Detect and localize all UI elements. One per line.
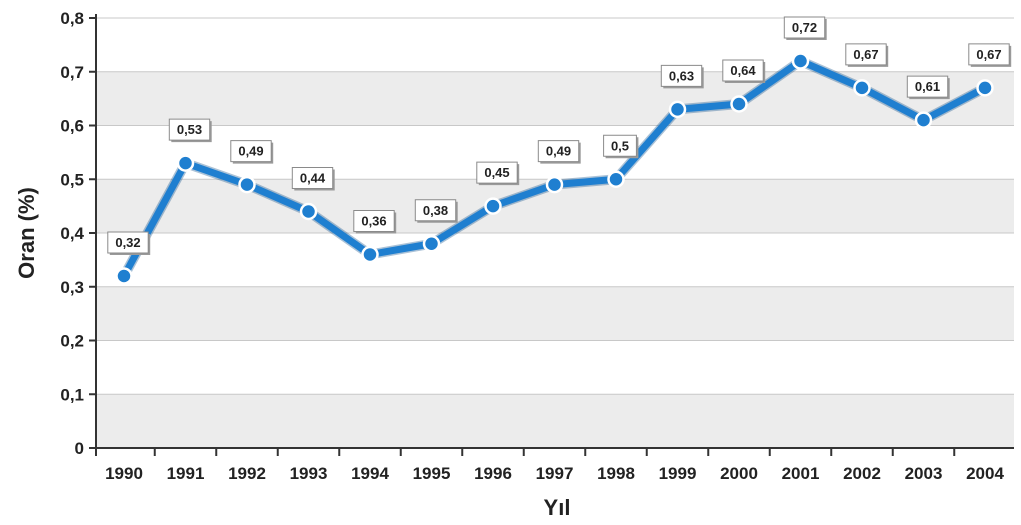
y-tick-label: 0,8 [60, 9, 84, 28]
y-axis-tick-labels: 0 0,1 0,2 0,3 0,4 0,5 0,6 0,7 0,8 [60, 9, 84, 458]
data-label-box [168, 118, 211, 141]
x-axis-tick-labels: 1990 1991 1992 1993 1994 1995 1996 1997 1998 1999… [105, 464, 1004, 483]
y-tick-label: 0 [75, 439, 84, 458]
data-point [361, 245, 379, 264]
plot-band [96, 286, 1014, 341]
x-tick-label: 2004 [966, 464, 1004, 483]
data-label-box [906, 75, 949, 98]
y-tick-label: 0,4 [60, 224, 84, 243]
data-label-box [783, 16, 826, 39]
data-labels: 0,32 0,53 0,49 0,44 0,36 0,38 0,45 0,49 0,5 0,63 0… [107, 16, 1012, 255]
x-tick-label: 2001 [782, 464, 820, 483]
data-label-box [291, 167, 334, 189]
data-label: 0,53 [177, 122, 202, 137]
data-label-box [845, 43, 887, 66]
data-point [115, 267, 133, 285]
data-label-box [353, 210, 395, 232]
plot-band [96, 340, 1014, 395]
data-label: 0,67 [976, 47, 1001, 62]
data-label: 0,64 [730, 63, 756, 78]
plot-background-bands [96, 18, 1014, 448]
data-label: 0,49 [238, 144, 263, 159]
axes [89, 14, 1014, 456]
data-point [176, 154, 195, 172]
x-tick-label: 2002 [843, 464, 881, 483]
x-tick-label: 1996 [474, 464, 512, 483]
data-point [730, 95, 748, 113]
x-tick-label: 2000 [720, 464, 758, 483]
x-tick-label: 1998 [597, 464, 635, 483]
data-label: 0,61 [915, 79, 940, 94]
data-label: 0,67 [853, 47, 878, 62]
data-label-box [230, 140, 272, 163]
x-tick-label: 1994 [351, 464, 389, 483]
x-tick-label: 1999 [659, 464, 697, 483]
data-label: 0,32 [115, 235, 140, 250]
y-tick-label: 0,6 [60, 117, 84, 136]
data-point [914, 111, 933, 129]
data-label-box [476, 161, 518, 184]
data-label: 0,36 [361, 214, 386, 229]
data-point [607, 170, 625, 188]
x-tick-label: 1992 [228, 464, 266, 483]
data-point [853, 79, 871, 97]
data-point [238, 175, 256, 194]
data-point [791, 52, 810, 70]
data-label: 0,45 [484, 165, 509, 180]
data-point [299, 202, 318, 221]
plot-band [96, 233, 1014, 287]
x-tick-label: 1997 [536, 464, 574, 483]
data-label-box [603, 134, 637, 157]
data-label-box [537, 140, 580, 163]
x-tick-label: 1995 [413, 464, 451, 483]
data-label-box [722, 59, 764, 82]
y-tick-label: 0,1 [60, 385, 84, 404]
x-tick-label: 1991 [167, 464, 205, 483]
y-tick-label: 0,7 [60, 63, 84, 82]
y-tick-label: 0,3 [60, 278, 84, 297]
y-tick-label: 0,5 [60, 170, 84, 189]
y-tick-label: 0,2 [60, 332, 84, 351]
data-label: 0,44 [300, 171, 326, 186]
x-tick-label: 1993 [290, 464, 328, 483]
data-label-box [660, 64, 703, 87]
data-label: 0,5 [611, 138, 629, 153]
data-label-box [107, 231, 149, 254]
data-point [976, 79, 994, 97]
data-point [668, 100, 687, 119]
x-tick-label: 1990 [105, 464, 143, 483]
data-label: 0,38 [423, 203, 448, 218]
data-point [422, 235, 441, 253]
data-label: 0,63 [669, 68, 694, 83]
data-label-box [968, 43, 1010, 66]
plot-band [96, 394, 1014, 448]
data-label-box [414, 199, 457, 222]
data-point [484, 197, 502, 215]
y-axis-title: Oran (%) [14, 187, 39, 279]
data-label: 0,72 [792, 20, 817, 35]
data-point [545, 175, 564, 194]
data-label: 0,49 [546, 144, 571, 159]
series-group [115, 52, 994, 285]
x-tick-label: 2003 [905, 464, 943, 483]
x-axis-title: Yıl [544, 495, 571, 520]
